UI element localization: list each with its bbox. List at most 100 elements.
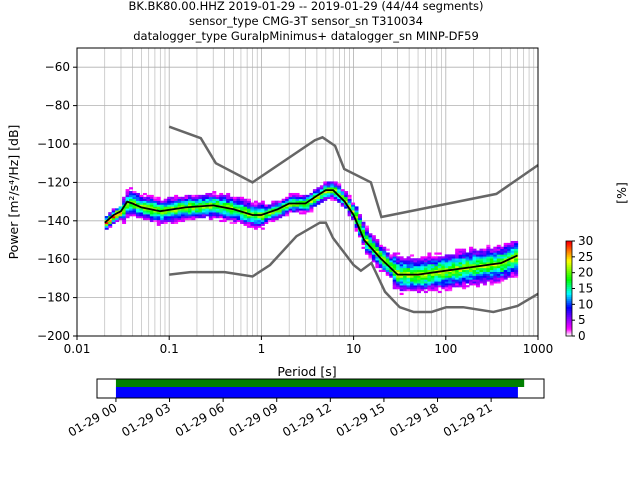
pdf-cell — [403, 281, 408, 284]
pdf-cell — [479, 279, 484, 282]
pdf-cell — [295, 194, 300, 198]
pdf-cell — [142, 208, 147, 211]
pdf-cell — [194, 214, 199, 217]
pdf-cell — [416, 285, 421, 288]
pdf-cell — [267, 208, 272, 211]
pdf-cell — [465, 258, 470, 261]
pdf-cell — [257, 217, 262, 221]
pdf-cell — [486, 260, 491, 263]
pdf-cell — [448, 281, 453, 284]
pdf-cell — [489, 250, 494, 253]
pdf-cell — [149, 196, 154, 200]
pdf-cell — [347, 214, 352, 217]
pdf-cell — [129, 198, 134, 201]
pdf-cell — [229, 221, 234, 224]
pdf-cell — [267, 212, 272, 215]
pdf-cell — [208, 200, 213, 203]
pdf-cell — [184, 208, 189, 211]
pdf-cell — [129, 208, 134, 211]
pdf-cell — [475, 285, 480, 288]
pdf-cell — [257, 202, 262, 205]
y-tick-label: −180 — [37, 291, 70, 305]
pdf-cell — [514, 273, 519, 276]
pdf-cell — [448, 264, 453, 267]
pdf-cell — [458, 248, 463, 251]
pdf-cell — [163, 200, 168, 203]
pdf-cell — [170, 202, 175, 205]
pdf-cell — [392, 281, 397, 284]
pdf-cell — [125, 194, 130, 198]
pdf-cell — [493, 258, 498, 261]
pdf-cell — [274, 216, 279, 219]
pdf-cell — [278, 210, 283, 213]
pdf-cell — [222, 202, 227, 205]
pdf-cell — [253, 216, 258, 219]
pdf-cell — [246, 202, 251, 205]
pdf-cell — [371, 252, 376, 255]
pdf-cell — [309, 210, 314, 213]
pdf-cell — [229, 214, 234, 217]
pdf-cell — [455, 264, 460, 267]
pdf-cell — [149, 210, 154, 213]
pdf-cell — [212, 200, 217, 203]
pdf-cell — [184, 210, 189, 213]
pdf-cell — [163, 221, 168, 224]
pdf-cell — [427, 269, 432, 272]
pdf-cell — [451, 264, 456, 267]
pdf-cell — [337, 183, 342, 186]
colorbar-segment — [566, 241, 572, 244]
pdf-cell — [233, 216, 238, 219]
pdf-cell — [399, 256, 404, 259]
colorbar-tick-label: 15 — [578, 282, 593, 296]
pdf-cell — [482, 273, 487, 276]
pdf-cell — [510, 250, 515, 253]
pdf-cell — [205, 208, 210, 211]
pdf-cell — [184, 204, 189, 207]
pdf-cell — [410, 271, 415, 274]
pdf-cell — [246, 217, 251, 221]
pdf-cell — [444, 287, 449, 290]
pdf-cell — [337, 192, 342, 196]
pdf-cell — [257, 204, 262, 207]
pdf-cell — [420, 260, 425, 263]
colorbar-segment — [566, 290, 572, 293]
pdf-cell — [323, 183, 328, 186]
pdf-cell — [514, 244, 519, 248]
pdf-cell — [500, 256, 505, 259]
pdf-cell — [222, 219, 227, 223]
pdf-cell — [215, 202, 220, 205]
pdf-cell — [482, 260, 487, 263]
pdf-cell — [451, 260, 456, 263]
pdf-cell — [364, 246, 369, 249]
pdf-cell — [416, 287, 421, 290]
pdf-cell — [489, 271, 494, 274]
pdf-cell — [243, 206, 248, 209]
colorbar-segment — [566, 326, 572, 329]
pdf-cell — [455, 262, 460, 265]
pdf-cell — [118, 217, 123, 221]
pdf-cell — [243, 198, 248, 201]
pdf-cell — [104, 227, 109, 230]
pdf-cell — [250, 219, 255, 223]
pdf-cell — [188, 212, 192, 215]
pdf-cell — [260, 204, 265, 207]
pdf-cell — [122, 208, 127, 211]
pdf-cell — [465, 285, 470, 288]
pdf-cell — [427, 260, 432, 263]
pdf-cell — [486, 275, 491, 278]
pdf-cell — [472, 258, 477, 261]
pdf-cell — [389, 271, 394, 274]
pdf-cell — [319, 194, 324, 198]
pdf-cell — [153, 196, 158, 200]
pdf-cell — [229, 216, 234, 219]
pdf-cell — [413, 277, 418, 280]
pdf-cell — [486, 250, 491, 253]
pdf-cell — [399, 283, 404, 286]
pdf-cell — [174, 210, 179, 213]
pdf-cell — [288, 206, 293, 209]
pdf-cell — [233, 198, 238, 201]
pdf-cell — [462, 281, 467, 284]
pdf-cell — [475, 283, 480, 286]
pdf-cell — [316, 187, 321, 190]
pdf-cell — [479, 250, 484, 253]
